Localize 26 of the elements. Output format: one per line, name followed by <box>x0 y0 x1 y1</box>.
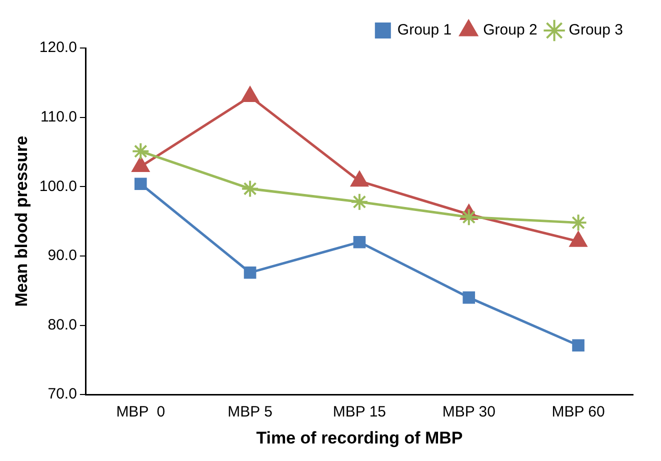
y-tick-label: 120.0 <box>39 39 77 56</box>
y-tick-label: 100.0 <box>39 178 77 195</box>
x-tick-label: MBP 15 <box>332 404 386 421</box>
point <box>353 236 366 248</box>
y-tick-label: 70.0 <box>48 386 77 403</box>
point <box>569 214 588 232</box>
y-tick-label: 90.0 <box>48 247 77 264</box>
y-tick-label: 110.0 <box>40 108 77 126</box>
legend-label: Group 3 <box>568 22 624 39</box>
legend-label: Group 1 <box>397 22 452 39</box>
point <box>572 339 584 352</box>
y-tick-label: 80.0 <box>48 316 77 334</box>
point <box>244 266 256 279</box>
point <box>462 291 476 304</box>
x-tick-label: MBP 60 <box>552 404 605 421</box>
point <box>132 142 150 160</box>
x-tick-label: MBP 0 <box>116 404 166 421</box>
y-axis-title: Mean blood pressure <box>12 136 31 307</box>
point <box>241 180 260 198</box>
point <box>460 208 478 226</box>
x-tick-label: MBP 30 <box>442 404 496 421</box>
x-tick-label: MBP 5 <box>228 404 272 421</box>
legend-label: Group 2 <box>483 22 538 39</box>
point <box>350 192 368 211</box>
point <box>134 178 147 190</box>
x-axis-title: Time of recording of MBP <box>256 428 463 448</box>
